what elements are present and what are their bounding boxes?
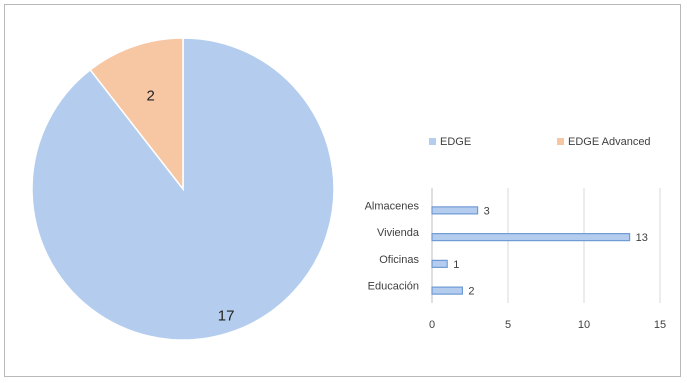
- bar-oficinas: [431, 259, 448, 268]
- x-tick-label: 5: [505, 319, 511, 331]
- legend-label-edge: EDGE: [440, 136, 471, 148]
- bar-data-label: 2: [468, 286, 474, 298]
- bar-data-label: 3: [484, 205, 490, 217]
- bar-data-label: 1: [453, 259, 459, 271]
- x-tick-label: 10: [578, 319, 590, 331]
- x-tick-label: 0: [429, 319, 435, 331]
- pie-legend: EDGE EDGE Advanced: [429, 136, 651, 148]
- legend-swatch-edge-advanced: [557, 138, 564, 145]
- bar-chart: Almacenes 3 Vivienda 13 Oficinas 1 Educación 2 0…: [365, 188, 666, 331]
- bar-almacenes: [431, 206, 479, 215]
- bar-category-label: Educación: [368, 281, 419, 293]
- legend-swatch-edge: [429, 138, 436, 145]
- x-tick-label: 15: [654, 319, 666, 331]
- bar-category-label: Oficinas: [379, 254, 419, 266]
- bar-vivienda: [431, 233, 631, 242]
- bar-category-label: Almacenes: [365, 200, 420, 212]
- pie-chart: 17 2: [31, 37, 335, 341]
- bar-educacion: [431, 286, 463, 295]
- pie-label-edge-advanced: 2: [146, 88, 154, 105]
- pie-slice-edge-advanced: [89, 37, 184, 192]
- pie-label-edge: 17: [218, 308, 235, 325]
- legend-label-edge-advanced: EDGE Advanced: [568, 136, 651, 148]
- bar-data-label: 13: [636, 232, 648, 244]
- bar-category-label: Vivienda: [377, 227, 420, 239]
